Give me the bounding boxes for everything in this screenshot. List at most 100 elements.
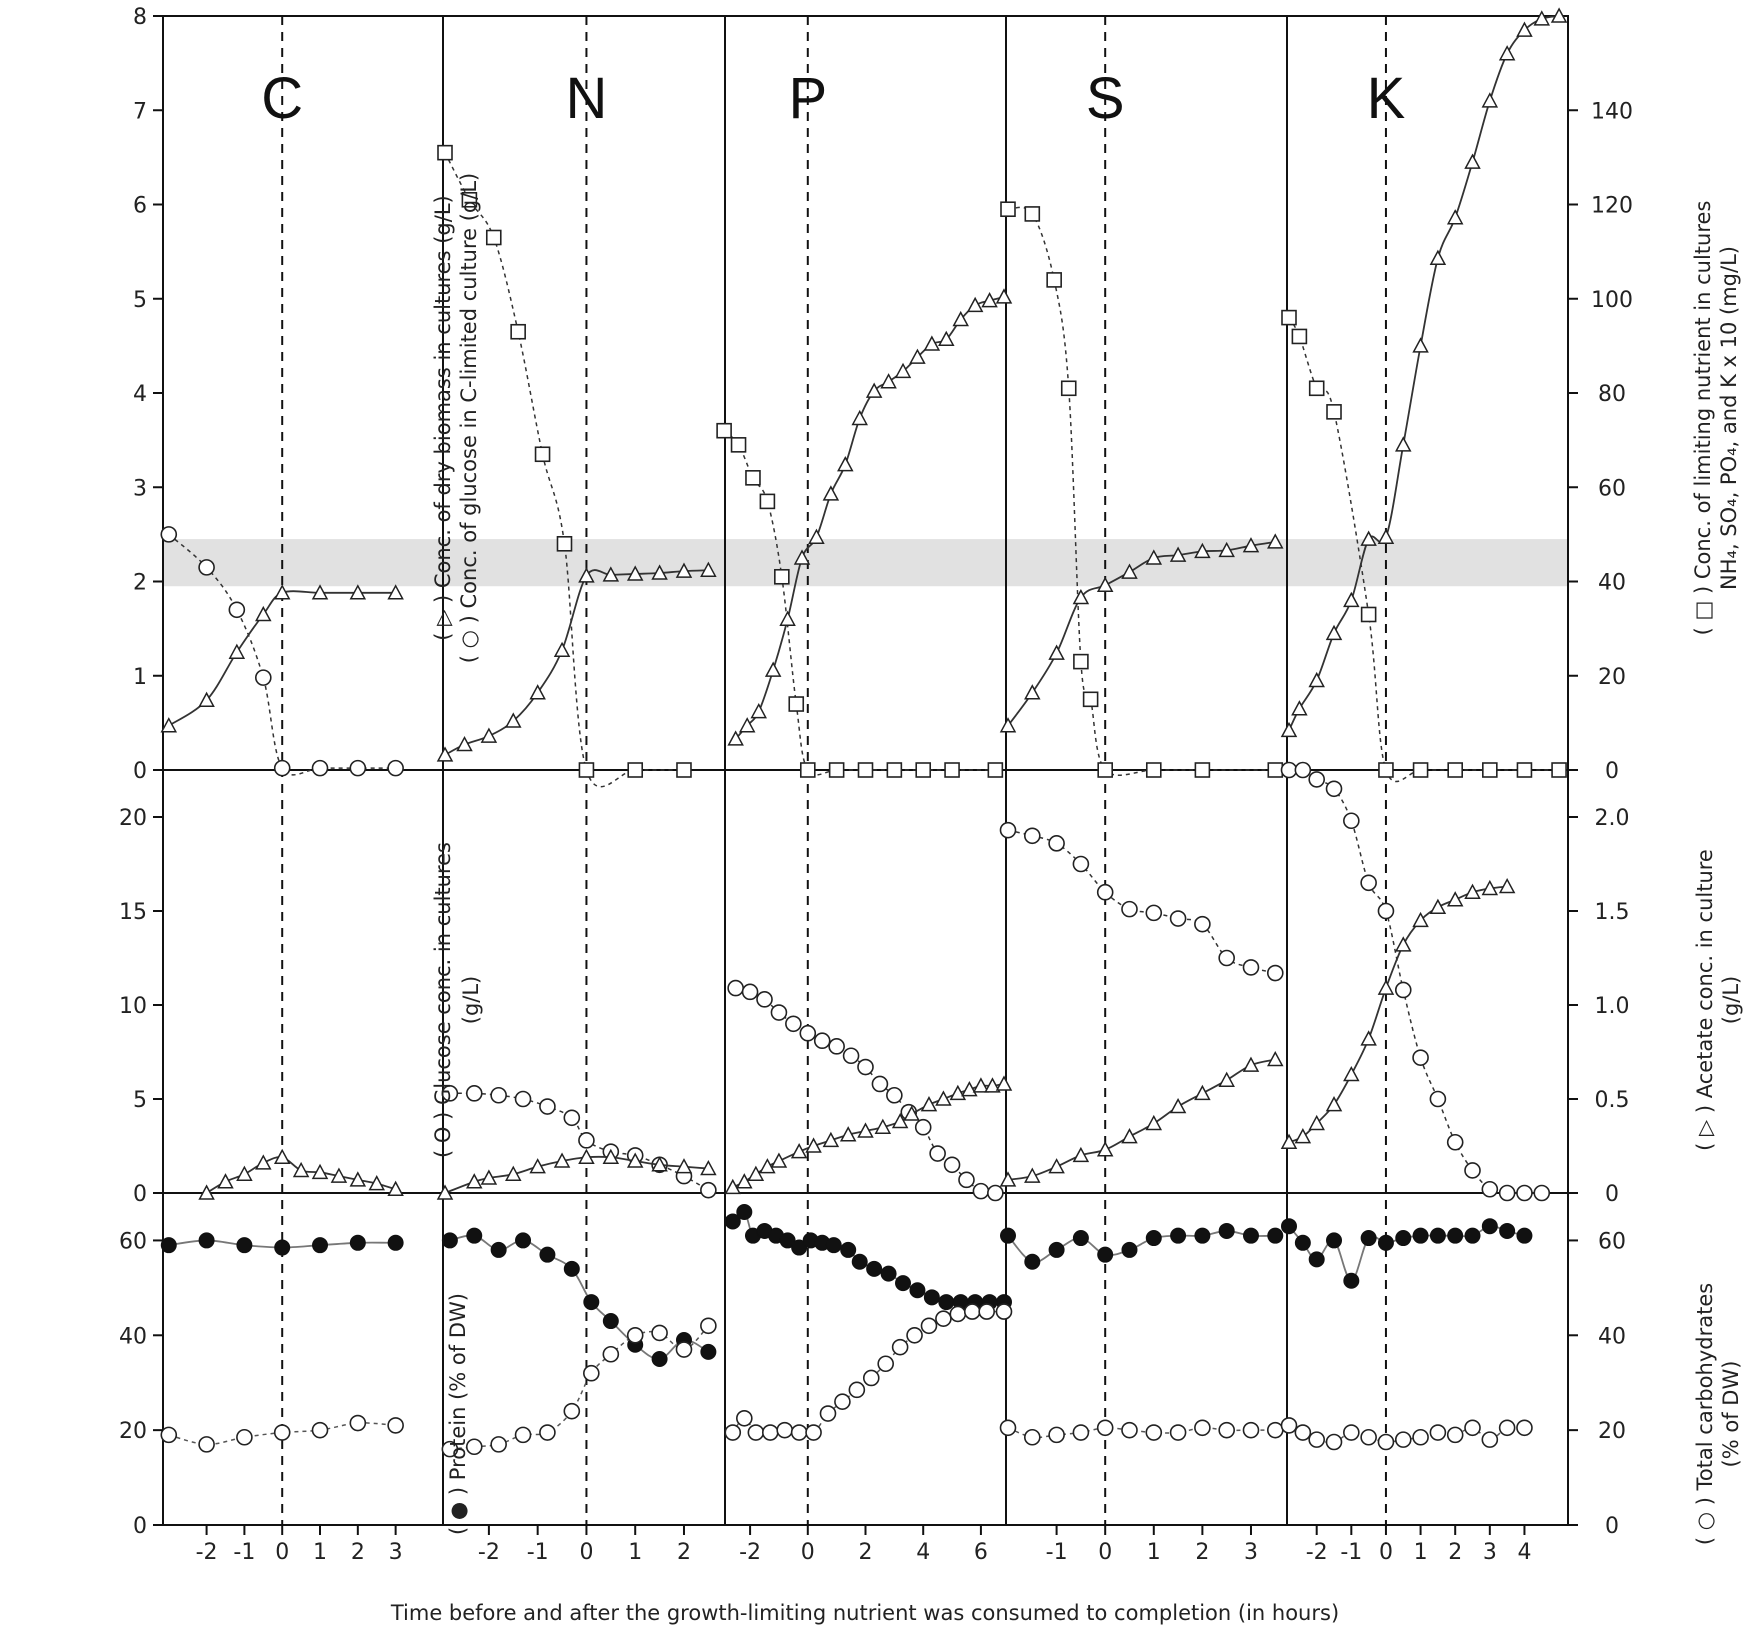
limiting-nutrient-point [828,762,845,778]
acetate-point [466,1173,483,1189]
protein-point [1294,1234,1311,1251]
carbohydrate-point [834,1393,851,1410]
protein-point [1360,1230,1377,1247]
protein-point [312,1237,329,1254]
protein-point [602,1313,619,1330]
protein-point [1343,1272,1360,1289]
acetate-point [790,1143,808,1159]
biomass-point [578,567,595,583]
x-axis-title: Time before and after the growth-limitin… [390,1601,1339,1625]
biomass-point [529,684,546,700]
y-tick-label: 1.0 [1595,994,1630,1019]
biomass-point [160,717,178,733]
limiting-nutrient-point [857,762,874,778]
glucose-mid-point [1343,812,1360,830]
acetate-point [759,1158,776,1174]
limiting-nutrient-point [534,446,551,463]
biomass-point [1121,563,1138,579]
glucose-mid-point [1280,761,1298,779]
bottom-right-axis-title-group: ( ○ ) Total carbohydrates [1693,1283,1717,1545]
limiting-nutrient-point [1447,762,1463,778]
acetate-point [724,1178,742,1195]
tick-layer: 0123456780204060801001201400510152000.51… [119,5,1633,1565]
carbohydrate-point [1145,1424,1163,1441]
limiting-nutrient-point [1551,762,1567,778]
acetate-point [1412,911,1429,928]
acetate-point [1072,1146,1090,1163]
glucose-mid-point [1446,1133,1464,1151]
protein-point [1464,1227,1481,1244]
carbohydrate-point [349,1414,367,1432]
glucose-mid-point [1242,959,1260,976]
x-tick-label: -1 [1046,1540,1068,1565]
glucose-mid-point [1121,900,1138,918]
mid-left-axis-title-group: ( O ) Glucose conc. in cultures [431,842,455,1158]
biomass-point [1412,337,1429,353]
biomass-point [727,730,744,746]
carbohydrate-point [776,1421,794,1439]
carbohydrate-point [1394,1431,1412,1448]
protein-point [1145,1230,1162,1247]
acetate-point [770,1152,788,1168]
acetate-point [1194,1084,1211,1101]
biomass-point [1280,721,1298,738]
limiting-nutrient-point [437,144,453,161]
biomass-point [995,288,1013,304]
glucose-mid-point [958,1171,975,1189]
glucose-mid-point [490,1086,507,1104]
top-right-axis-title-line2: NH₄, SO₄, PO₄, and K x 10 (mg/L) [1717,246,1741,590]
glucose-mid-point [1481,1180,1499,1198]
carbohydrate-point [891,1338,909,1356]
acetate-point [736,1173,753,1189]
acetate-point [626,1152,644,1168]
biomass-point [894,362,912,379]
biomass-point [349,584,367,600]
carbohydrate-point [1242,1421,1260,1439]
acetate-point [553,1152,571,1168]
protein-point [274,1239,291,1256]
protein-point [1326,1232,1343,1249]
glucose-mid-point [914,1118,932,1136]
limiting-nutrient-point [799,762,816,778]
y-tick-label: 0 [133,1514,147,1539]
x-tick-label: 2 [1448,1540,1462,1565]
acetate-point [505,1165,522,1181]
glucose-mid-line [1288,768,1542,1195]
protein-point [583,1294,600,1311]
glucose-mid-point [828,1038,845,1055]
carbohydrate-point [651,1324,668,1342]
top-right-axis-title-line1: ( □ ) Conc. of limiting nutrient in cult… [1691,201,1715,636]
limiting-nutrient-point [716,422,732,439]
acetate-point [874,1118,892,1134]
biomass-point [1194,542,1211,559]
protein-point [1194,1227,1211,1244]
acetate-point [1218,1071,1235,1087]
acetate-point [972,1077,990,1093]
carbohydrate-point [1498,1419,1516,1437]
glucose-mid-point [727,979,744,997]
carbohydrate-point [1481,1431,1499,1448]
acetate-point [984,1077,1001,1093]
biomass-point [651,564,668,580]
y-tick-label: 5 [133,288,147,313]
acetate-point [236,1165,253,1181]
biomass-point [1048,644,1065,660]
carbohydrate-point [1072,1424,1090,1441]
limiting-nutrient-point [1082,691,1099,708]
x-tick-label: 3 [1244,1540,1258,1565]
protein-point [1412,1227,1429,1244]
protein-point [1097,1246,1114,1263]
acetate-point [903,1105,920,1121]
limiting-nutrient-point [886,762,903,778]
y-tick-label: 0 [1605,1514,1619,1539]
glucose-mid-point [700,1181,717,1199]
protein-point [895,1275,912,1292]
bottom-left-axis-title-group: ( ● ) Protein (% of DW) [446,1293,470,1535]
limiting-nutrient-point [1482,762,1498,778]
acetate-point [1096,1141,1114,1157]
biomass-point [1550,7,1568,23]
acetate-point [1024,1167,1041,1183]
acetate-point [1121,1128,1138,1144]
y-tick-label: 20 [119,1419,147,1444]
